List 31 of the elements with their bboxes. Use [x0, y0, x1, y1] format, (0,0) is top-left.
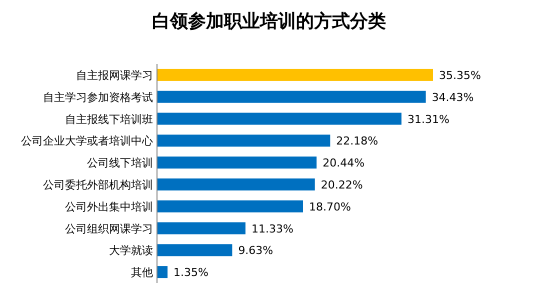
- bar: [157, 68, 433, 81]
- y-tick-label: 其他: [131, 266, 153, 280]
- data-label: 20.44%: [322, 156, 365, 170]
- bar: [157, 112, 402, 125]
- chart-title: 白领参加职业培训的方式分类: [152, 11, 386, 32]
- y-tick-label: 公司线下培训: [87, 156, 153, 170]
- data-label: 20.22%: [320, 178, 363, 192]
- y-tick-label: 自主报线下培训班: [65, 112, 153, 126]
- bar: [157, 244, 232, 256]
- y-tick-label: 公司企业大学或者培训中心: [21, 134, 153, 148]
- data-label: 9.63%: [238, 244, 274, 258]
- bar: [157, 156, 317, 169]
- y-tick-label: 公司委托外部机构培训: [43, 178, 153, 192]
- y-tick-label: 自主学习参加资格考试: [43, 90, 153, 104]
- bar: [157, 266, 168, 278]
- bar: [157, 90, 426, 103]
- data-label: 31.31%: [407, 112, 450, 126]
- bar: [157, 134, 330, 147]
- y-tick-label: 公司外出集中培训: [65, 200, 153, 214]
- data-label: 1.35%: [174, 266, 208, 280]
- bar: [157, 178, 315, 190]
- data-label: 18.70%: [309, 200, 351, 214]
- bar: [157, 200, 304, 212]
- data-label: 11.33%: [251, 222, 294, 236]
- bar: [157, 222, 246, 234]
- data-label: 22.18%: [336, 134, 378, 148]
- data-label: 34.43%: [432, 90, 474, 104]
- data-label: 35.35%: [439, 68, 481, 82]
- y-tick-label: 自主报网课学习: [76, 68, 153, 82]
- y-tick-label: 大学就读: [109, 244, 153, 258]
- y-tick-label: 公司组织网课学习: [65, 222, 153, 236]
